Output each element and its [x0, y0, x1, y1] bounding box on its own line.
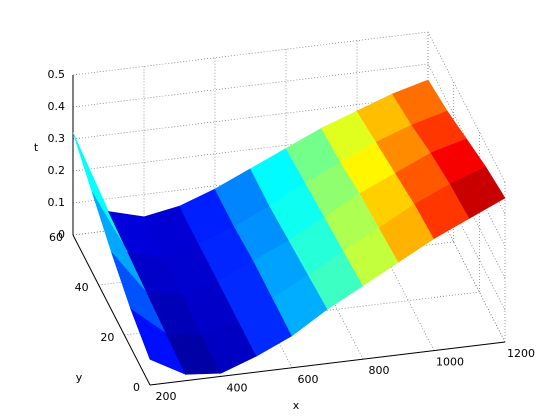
grid-line: [124, 291, 480, 336]
x-tick-label: 600: [298, 373, 319, 386]
y-axis: [72, 234, 151, 386]
x-axis: [149, 341, 506, 386]
grid-line: [427, 31, 506, 183]
z-tick-label: 0.2: [48, 164, 66, 177]
x-tick-label: 200: [156, 390, 177, 403]
y-tick-label: 40: [75, 281, 89, 294]
x-tick-label: 1000: [436, 356, 464, 369]
grid-line: [72, 31, 429, 76]
grid-line: [427, 159, 506, 311]
z-tick-label: 0: [58, 228, 65, 241]
grid-line: [72, 95, 429, 140]
x-tick-label: 400: [227, 381, 248, 394]
grid-line: [356, 200, 435, 351]
grid-line: [427, 191, 506, 343]
x-axis-label: x: [293, 399, 300, 412]
y-tick-label: 20: [100, 331, 114, 344]
x-tick-label: 1200: [507, 347, 535, 360]
z-tick-label: 0.5: [48, 68, 66, 81]
z-axis-label: t: [34, 141, 39, 154]
z-tick-label: 0.4: [48, 100, 66, 113]
z-tick-label: 0.3: [48, 132, 66, 145]
surface-patch: [449, 166, 506, 219]
y-axis-label: y: [76, 371, 83, 384]
y-tick-label: 0: [133, 381, 140, 394]
x-tick-label: 800: [369, 364, 390, 377]
grid-line: [72, 63, 429, 108]
y-tick-label: 60: [49, 231, 63, 244]
z-tick-label: 0.1: [48, 196, 66, 209]
